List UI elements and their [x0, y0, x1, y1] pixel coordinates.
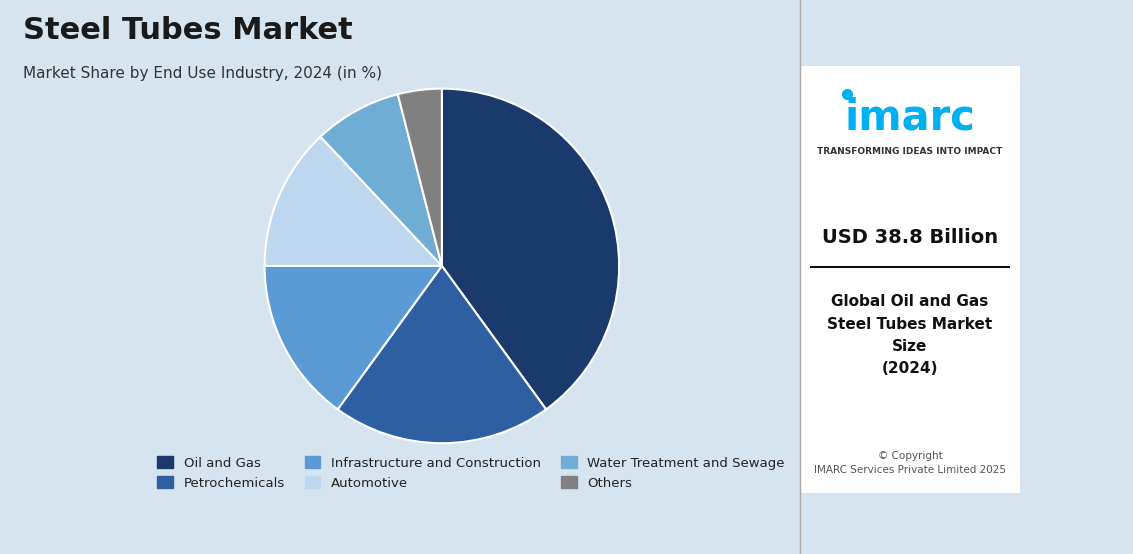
Text: imarc: imarc: [844, 96, 976, 138]
Text: TRANSFORMING IDEAS INTO IMPACT: TRANSFORMING IDEAS INTO IMPACT: [817, 147, 1003, 156]
Text: © Copyright
IMARC Services Private Limited 2025: © Copyright IMARC Services Private Limit…: [813, 451, 1006, 475]
Legend: Oil and Gas, Petrochemicals, Infrastructure and Construction, Automotive, Water : Oil and Gas, Petrochemicals, Infrastruct…: [152, 451, 790, 495]
Text: Market Share by End Use Industry, 2024 (in %): Market Share by End Use Industry, 2024 (…: [23, 65, 382, 80]
Wedge shape: [338, 266, 546, 443]
Wedge shape: [265, 137, 442, 266]
Wedge shape: [321, 94, 442, 266]
Wedge shape: [442, 89, 619, 409]
Wedge shape: [265, 266, 442, 409]
Text: Global Oil and Gas
Steel Tubes Market
Size
(2024): Global Oil and Gas Steel Tubes Market Si…: [827, 294, 993, 376]
Text: USD 38.8 Billion: USD 38.8 Billion: [821, 228, 998, 247]
Text: Steel Tubes Market: Steel Tubes Market: [23, 16, 352, 45]
Wedge shape: [398, 89, 442, 266]
FancyBboxPatch shape: [800, 66, 1020, 493]
